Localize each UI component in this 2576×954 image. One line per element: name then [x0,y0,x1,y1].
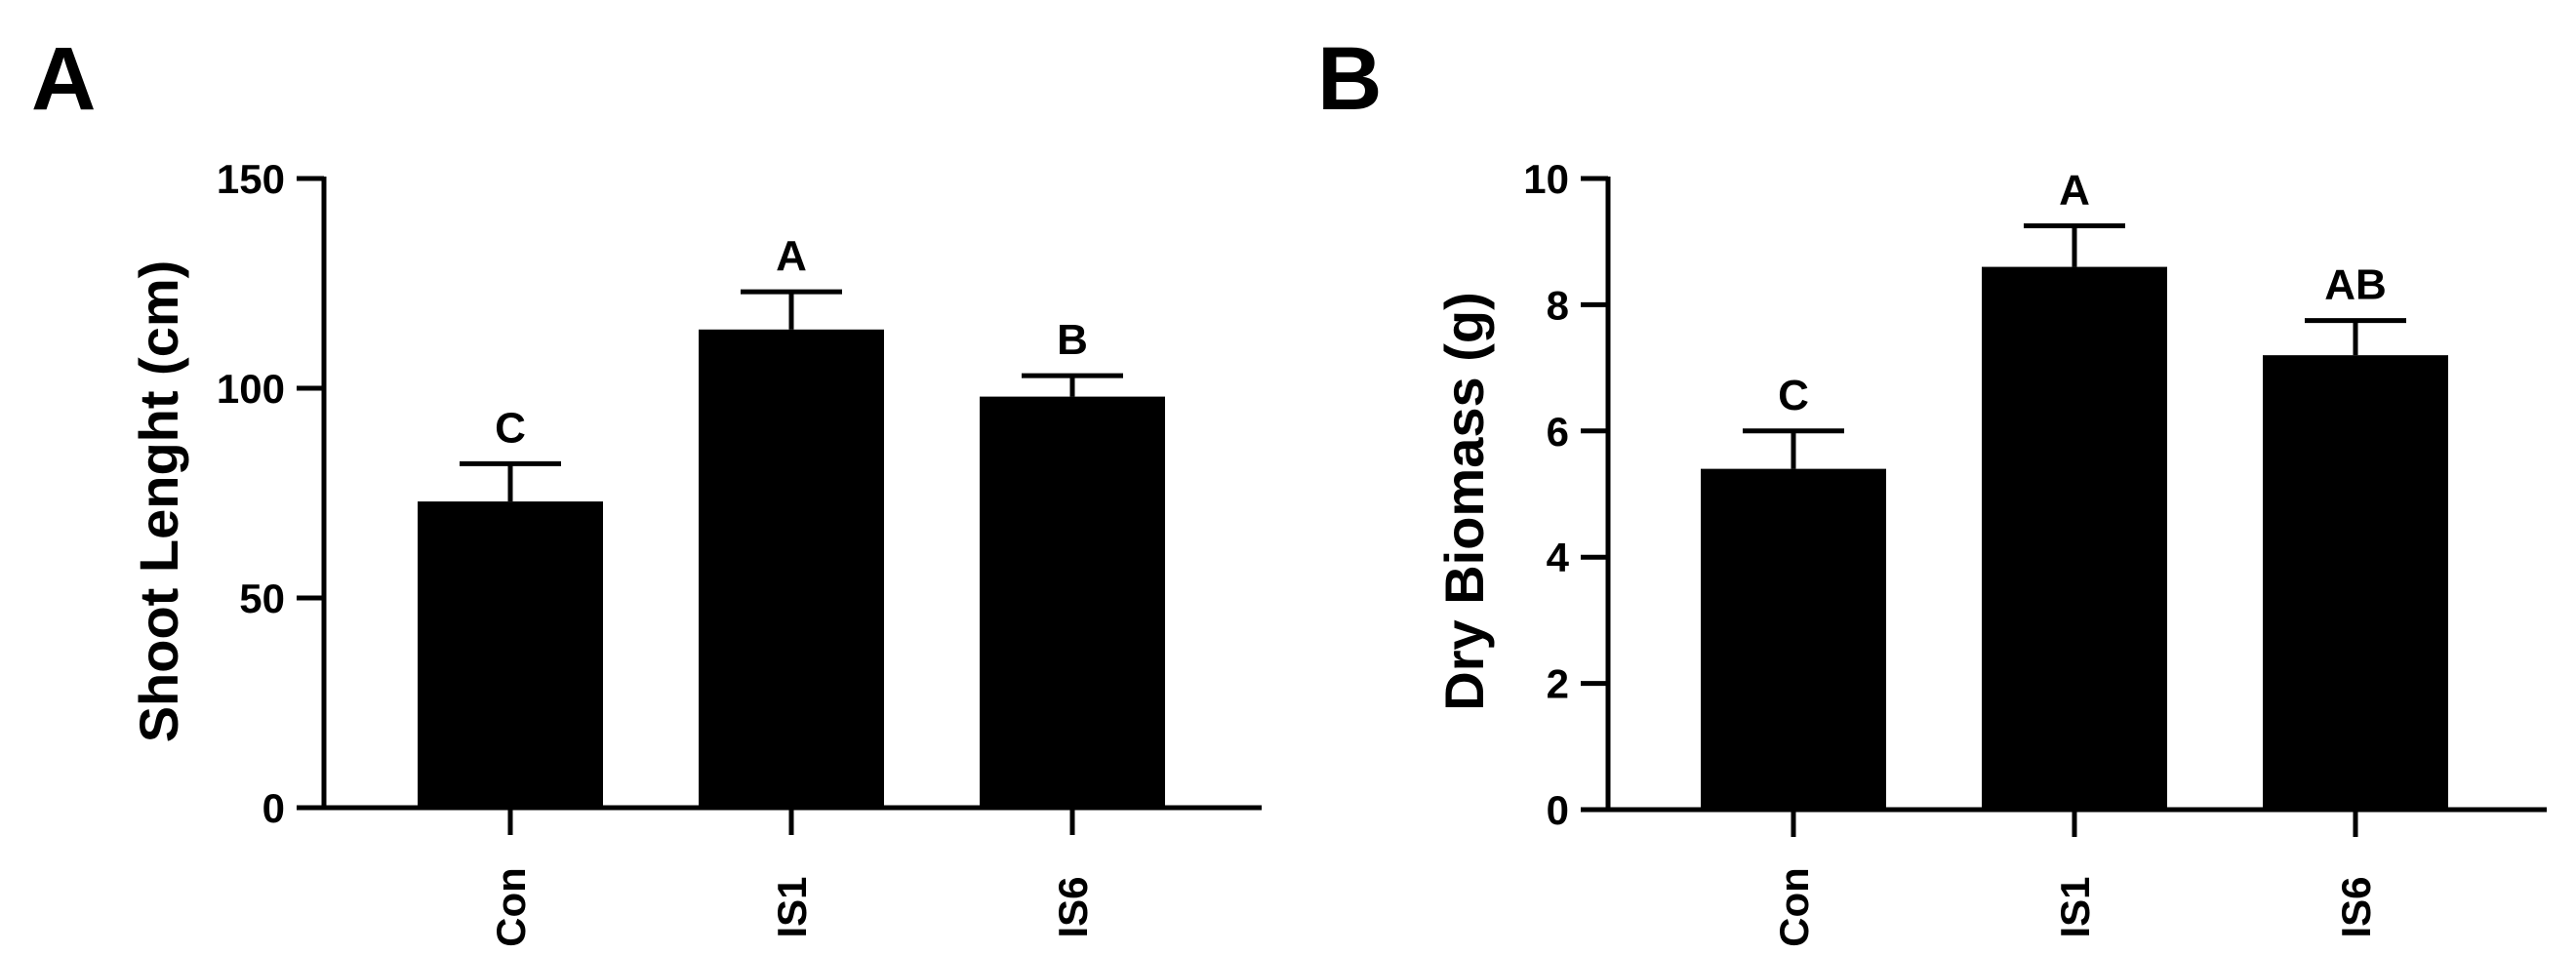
panel-a-category-label: Con [488,867,534,947]
panel-b-bar-is6 [2263,355,2448,810]
panel-a-y-tick-label: 100 [217,366,285,412]
panel-a-significance-label: B [1057,316,1088,364]
panel-b-y-tick-label: 2 [1547,661,1569,707]
panel-b-significance-label: C [1778,372,1809,419]
panel-a-category-label: IS6 [1050,876,1096,937]
panel-a-significance-label: C [495,404,526,452]
panel-b-bar-con [1701,468,1886,810]
panel-b-significance-label: A [2059,167,2090,215]
panel-a-chart: A Shoot Lenght (cm) C A B 0 50 100 150 Con IS1 IS… [31,29,1262,947]
panel-b-label: B [1317,29,1382,129]
panel-b-significance-label: AB [2324,261,2387,309]
panel-b-category-label: IS6 [2333,876,2379,937]
panel-a-bar-is1 [699,329,884,808]
panel-b-y-tick-label: 8 [1547,282,1569,328]
panel-a-y-axis-title: Shoot Lenght (cm) [128,260,189,743]
panel-b-chart: B Dry Biomass (g) C A AB 0 2 4 6 8 10 Con IS1 IS6 [1317,29,2547,947]
panel-b-category-label: Con [1771,867,1817,947]
panel-b-y-tick-label: 4 [1547,535,1570,580]
panel-b-y-tick-label: 0 [1547,787,1569,833]
panel-a-bar-is6 [980,396,1165,808]
panel-a-label: A [31,29,96,129]
panel-a-y-tick-label: 150 [217,156,285,202]
panel-a-y-tick-label: 0 [262,785,285,831]
panel-b-category-label: IS1 [2052,876,2098,937]
panel-b-y-tick-label: 10 [1523,156,1569,202]
panel-a-bar-con [418,501,603,808]
panel-a-category-label: IS1 [769,876,815,937]
panel-b-y-axis-title: Dry Biomass (g) [1433,292,1495,710]
panel-a-y-tick-label: 50 [239,576,285,621]
panel-a-significance-label: A [776,232,807,280]
panel-b-bar-is1 [1982,266,2167,811]
panel-b-y-tick-label: 6 [1547,409,1569,455]
